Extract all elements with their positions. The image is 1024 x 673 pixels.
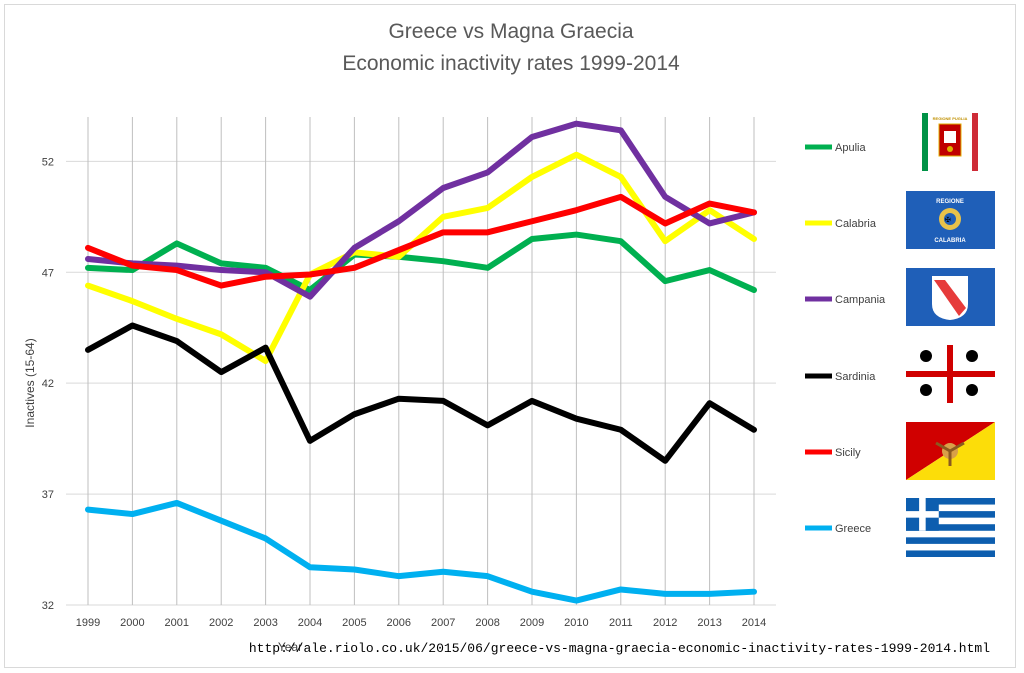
apulia-flag-icon: REGIONE PUGLIA bbox=[922, 113, 978, 171]
sicily-flag-icon bbox=[906, 422, 995, 480]
legend-label-sardinia: Sardinia bbox=[835, 371, 876, 383]
series-line-sardinia bbox=[85, 322, 757, 464]
x-tick-label: 2008 bbox=[475, 617, 499, 629]
gridlines bbox=[66, 117, 776, 606]
legend-label-greece: Greece bbox=[835, 523, 871, 535]
x-tick-label: 2002 bbox=[209, 617, 233, 629]
x-tick-label: 2005 bbox=[342, 617, 366, 629]
x-tick-label: 2012 bbox=[653, 617, 677, 629]
x-tick-label: 2006 bbox=[387, 617, 411, 629]
x-axis-ticks: 1999 2000 2001 2002 2003 2004 2005 2006 2007 2008… bbox=[76, 617, 766, 629]
y-axis-title: Inactives (15-64) bbox=[23, 338, 37, 427]
x-tick-label: 2014 bbox=[742, 617, 766, 629]
y-axis-ticks: 32 37 42 47 52 bbox=[42, 156, 54, 612]
sardinia-flag-icon bbox=[906, 345, 995, 403]
calabria-flag-text-top: REGIONE bbox=[936, 199, 964, 205]
source-url[interactable]: http://ale.riolo.co.uk/2015/06/greece-vs… bbox=[249, 641, 990, 656]
x-tick-label: 2001 bbox=[165, 617, 189, 629]
series-line-campania bbox=[85, 120, 757, 300]
x-tick-label: 2013 bbox=[697, 617, 721, 629]
y-tick-label: 42 bbox=[42, 378, 54, 390]
series-line-greece bbox=[85, 499, 757, 604]
campania-flag-icon bbox=[906, 268, 995, 326]
y-tick-label: 37 bbox=[42, 489, 54, 501]
x-axis-title: Year bbox=[278, 640, 302, 654]
calabria-flag-text-bottom: CALABRIA bbox=[934, 238, 966, 244]
x-tick-label: 2000 bbox=[120, 617, 144, 629]
svg-text:✠: ✠ bbox=[945, 216, 951, 224]
x-tick-label: 2009 bbox=[520, 617, 544, 629]
chart-title: Greece vs Magna Graecia bbox=[388, 20, 633, 43]
y-tick-label: 32 bbox=[42, 600, 54, 612]
x-tick-label: 1999 bbox=[76, 617, 100, 629]
calabria-flag-icon: ✠ REGIONE CALABRIA bbox=[906, 191, 995, 249]
chart-frame bbox=[4, 4, 1016, 668]
legend: Apulia Calabria Campania Sardinia Sicily Gree… bbox=[805, 142, 886, 535]
y-tick-label: 52 bbox=[42, 156, 54, 168]
y-tick-label: 47 bbox=[42, 267, 54, 279]
x-tick-label: 2007 bbox=[431, 617, 455, 629]
x-tick-label: 2004 bbox=[298, 617, 322, 629]
legend-label-apulia: Apulia bbox=[835, 142, 866, 154]
greece-flag-icon bbox=[906, 498, 995, 557]
series-line-sicily bbox=[85, 193, 757, 289]
x-tick-label: 2003 bbox=[253, 617, 277, 629]
apulia-flag-text: REGIONE PUGLIA bbox=[933, 116, 968, 121]
legend-label-calabria: Calabria bbox=[835, 218, 877, 230]
legend-label-sicily: Sicily bbox=[835, 447, 861, 459]
series-line-apulia bbox=[85, 231, 757, 294]
legend-label-campania: Campania bbox=[835, 294, 886, 306]
series-lines bbox=[85, 120, 757, 604]
x-tick-label: 2010 bbox=[564, 617, 588, 629]
x-tick-label: 2011 bbox=[609, 617, 633, 629]
chart-subtitle: Economic inactivity rates 1999-2014 bbox=[342, 52, 680, 75]
